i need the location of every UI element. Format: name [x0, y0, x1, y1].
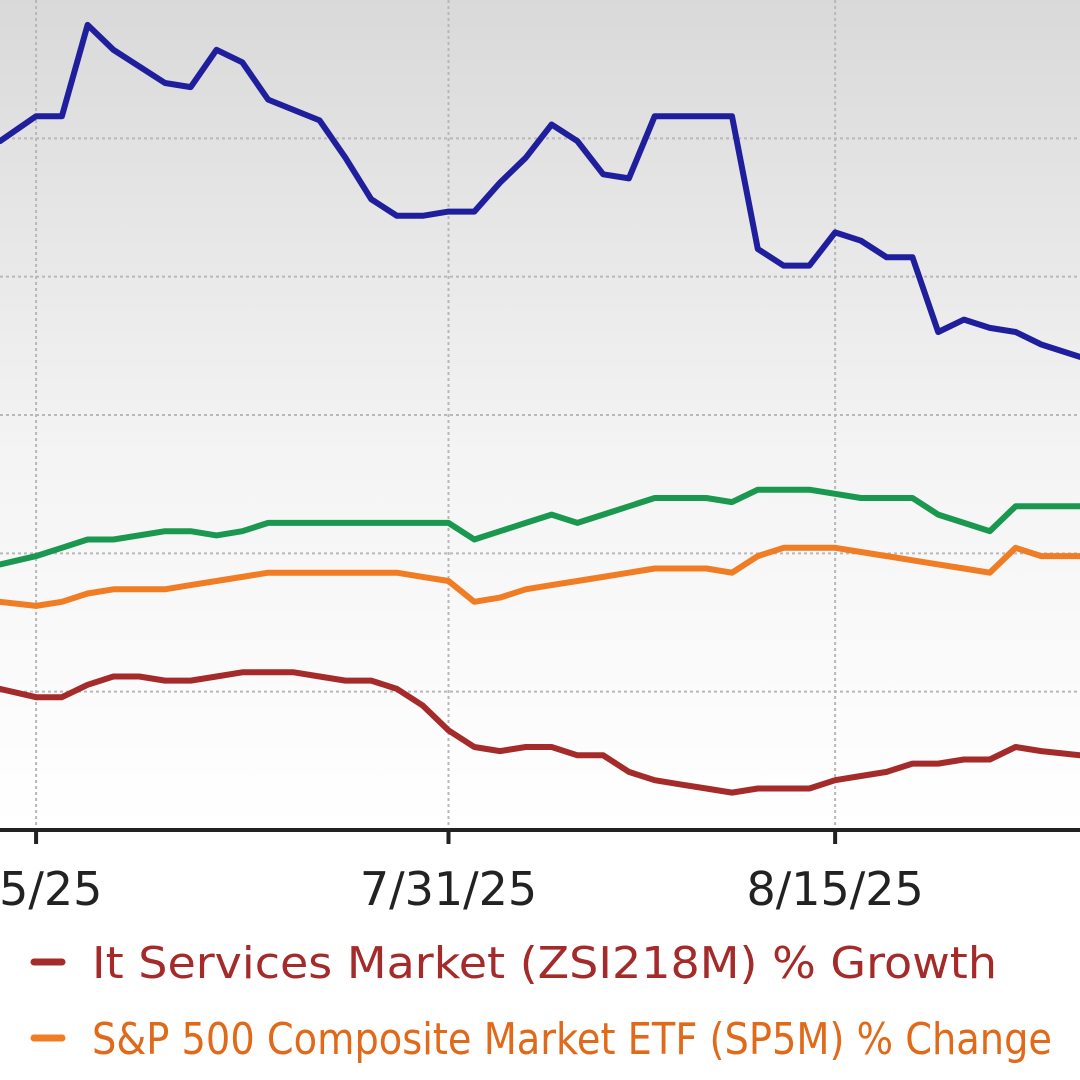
series-line-0 — [0, 21, 1080, 360]
series-lines — [0, 21, 1080, 796]
series-line-1 — [0, 486, 1080, 568]
series-line-2 — [0, 544, 1080, 609]
x-tick-label: 15/25 — [0, 862, 102, 916]
legend-label: It Services Market (ZSI218M) % Growth — [92, 938, 997, 989]
x-tick-label: 8/15/25 — [746, 862, 923, 916]
legend: It Services Market (ZSI218M) % Growth S&P… — [30, 938, 1052, 1065]
legend-label: S&P 500 Composite Market ETF (SP5M) % Ch… — [92, 1014, 1052, 1065]
x-tick-label: 7/31/25 — [360, 862, 537, 916]
x-axis-ticks: 15/25 7/31/25 8/15/25 — [0, 830, 924, 916]
series-line-3 — [0, 669, 1080, 796]
